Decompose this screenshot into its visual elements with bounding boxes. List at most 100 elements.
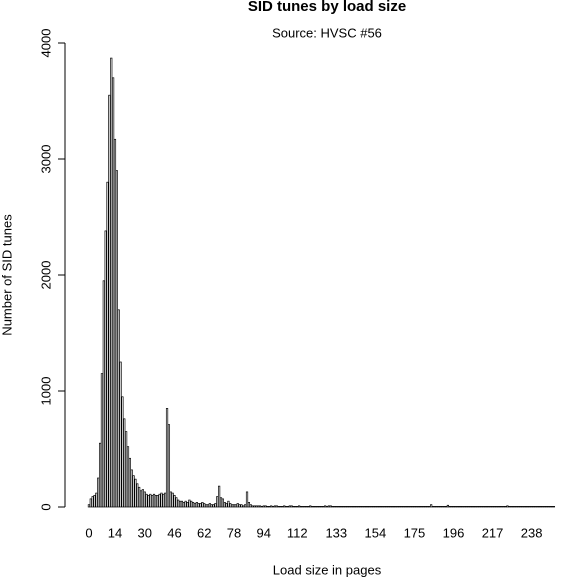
bar (208, 503, 211, 508)
bar (489, 506, 492, 508)
bar (498, 506, 502, 508)
bar (123, 418, 126, 508)
bar (439, 506, 442, 508)
bar (93, 495, 96, 508)
bar (346, 506, 349, 508)
bar (534, 506, 537, 508)
bar (329, 505, 332, 508)
bar (298, 505, 301, 508)
bar (469, 506, 472, 508)
bar (240, 504, 243, 508)
bar (459, 506, 463, 508)
bar (550, 506, 554, 508)
bar (389, 506, 392, 508)
bar (130, 469, 133, 508)
bar (543, 506, 546, 508)
bar (264, 505, 267, 508)
bar (363, 506, 366, 508)
bar (126, 446, 130, 508)
bar (541, 506, 544, 508)
bar (175, 497, 178, 508)
x-tick-label: 14 (108, 525, 122, 540)
bar (270, 505, 273, 508)
bar (441, 506, 444, 508)
bar (156, 495, 159, 508)
bar (387, 506, 390, 508)
bar (138, 486, 141, 508)
bar (283, 505, 286, 508)
bar (245, 491, 249, 508)
bar (112, 77, 115, 508)
bar (236, 503, 239, 508)
bar (545, 506, 548, 508)
bar (186, 502, 189, 508)
bar (108, 94, 111, 508)
bar (480, 506, 483, 508)
bar (162, 493, 165, 508)
x-tick-label: 196 (443, 525, 465, 540)
chart-subtitle: Source: HVSC #56 (272, 25, 382, 40)
bar (205, 504, 208, 508)
bar (309, 505, 312, 508)
bar (497, 506, 500, 508)
bar (284, 506, 288, 508)
x-tick-label: 217 (482, 525, 504, 540)
bar (443, 506, 446, 508)
bar (173, 495, 176, 508)
bar (478, 506, 481, 508)
bar (392, 506, 396, 508)
bar (128, 457, 131, 508)
bar (400, 506, 403, 508)
bar (344, 506, 347, 508)
bar (402, 506, 405, 508)
bar (299, 506, 303, 508)
bar (97, 477, 100, 508)
bar (247, 502, 250, 508)
bar (355, 506, 358, 508)
bar (511, 506, 515, 508)
bar (249, 504, 252, 508)
bar (258, 505, 262, 508)
bar (95, 492, 98, 508)
bar (117, 309, 120, 508)
bar (199, 503, 202, 508)
bar (191, 502, 195, 508)
bar (461, 506, 464, 508)
bar (102, 280, 105, 508)
bar (149, 493, 152, 508)
bar (206, 504, 210, 508)
bar (418, 506, 422, 508)
bar (467, 506, 470, 508)
bar (415, 506, 418, 508)
bar (537, 506, 541, 508)
bar (372, 506, 375, 508)
bar (456, 506, 459, 508)
bar (125, 431, 128, 508)
x-tick-label: 78 (227, 525, 241, 540)
bar (526, 506, 529, 508)
bar (244, 504, 247, 508)
bar (141, 489, 144, 508)
bar (286, 506, 290, 508)
bar (188, 499, 191, 508)
bar (411, 506, 414, 508)
bar (457, 506, 461, 508)
bar (320, 506, 323, 508)
x-axis-label: Load size in pages (273, 562, 382, 577)
bar (279, 506, 282, 508)
bar (524, 506, 528, 508)
bar (454, 506, 457, 508)
bar (184, 500, 187, 508)
x-tick-label: 154 (365, 525, 387, 540)
x-tick-label: 112 (287, 525, 308, 540)
bar (521, 506, 524, 508)
bar (495, 506, 498, 508)
bar (242, 505, 245, 508)
bar (201, 502, 204, 508)
bar (420, 506, 423, 508)
bar (359, 506, 362, 508)
x-tick-label: 62 (197, 525, 211, 540)
bar (219, 497, 223, 508)
bar (91, 496, 94, 508)
bar (216, 496, 219, 508)
